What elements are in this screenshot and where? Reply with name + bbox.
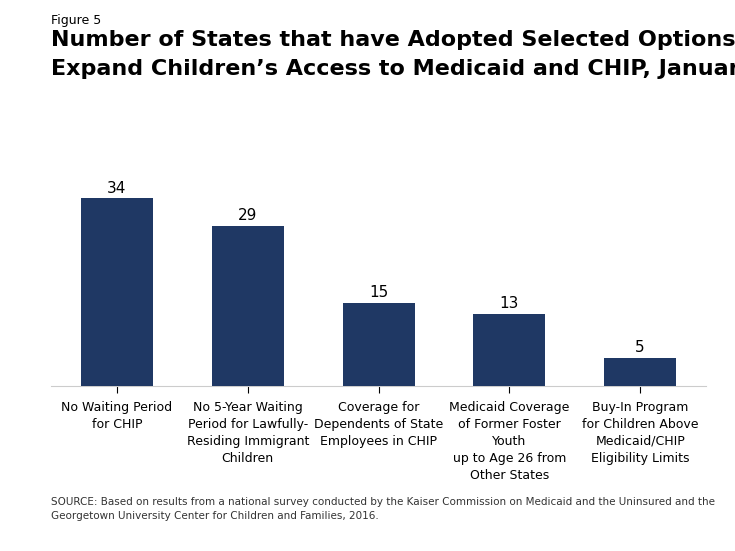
Text: THE HENRY J.: THE HENRY J. xyxy=(639,488,695,497)
Text: KAISER: KAISER xyxy=(633,496,701,514)
Text: 13: 13 xyxy=(500,296,519,311)
Text: FAMILY: FAMILY xyxy=(642,511,692,525)
Text: 34: 34 xyxy=(107,181,126,196)
Bar xyxy=(212,226,284,386)
Bar xyxy=(473,314,545,386)
Text: Expand Children’s Access to Medicaid and CHIP, January 2016: Expand Children’s Access to Medicaid and… xyxy=(51,59,735,79)
Text: 5: 5 xyxy=(635,341,645,355)
Text: SOURCE: Based on results from a national survey conducted by the Kaiser Commissi: SOURCE: Based on results from a national… xyxy=(51,496,715,521)
Bar xyxy=(81,198,153,386)
Bar xyxy=(343,303,415,386)
Bar xyxy=(604,358,676,386)
Text: 29: 29 xyxy=(238,208,257,223)
Text: Figure 5: Figure 5 xyxy=(51,14,101,27)
Text: Number of States that have Adopted Selected Options to: Number of States that have Adopted Selec… xyxy=(51,30,735,50)
Text: FOUNDATION: FOUNDATION xyxy=(636,527,698,536)
Text: 15: 15 xyxy=(369,285,388,300)
